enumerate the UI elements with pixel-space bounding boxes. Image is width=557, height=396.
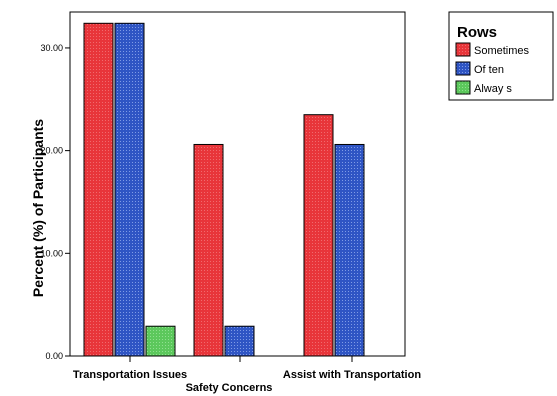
bar-often [224,325,255,357]
y-tick-label: 20.00 [40,146,63,156]
legend-title: Rows [457,24,497,41]
legend-swatch-often [455,61,471,76]
legend-swatch-always [455,80,471,95]
bar-sometimes [303,114,334,357]
x-axis-title: Safety Concerns [186,382,273,394]
legend-label: Sometimes [474,45,530,57]
y-tick-label: 10.00 [40,248,63,258]
y-axis-title: Percent (%) of Participants [30,119,46,297]
legend-swatch-sometimes [455,42,471,57]
bar-always [145,325,176,357]
bar-sometimes [193,143,224,357]
legend: Rows Sometimes Of ten Alway s [448,11,554,101]
x-category-label: Assist with Transportation [283,369,421,381]
legend-label: Alway s [474,83,512,95]
bar-often [114,22,145,357]
legend-label: Of ten [474,64,504,76]
bar-sometimes [83,22,114,357]
bar-often [334,143,365,357]
y-tick-label: 30.00 [40,43,63,53]
x-category-label: Transportation Issues [73,369,187,381]
y-tick-label: 0.00 [45,351,63,361]
